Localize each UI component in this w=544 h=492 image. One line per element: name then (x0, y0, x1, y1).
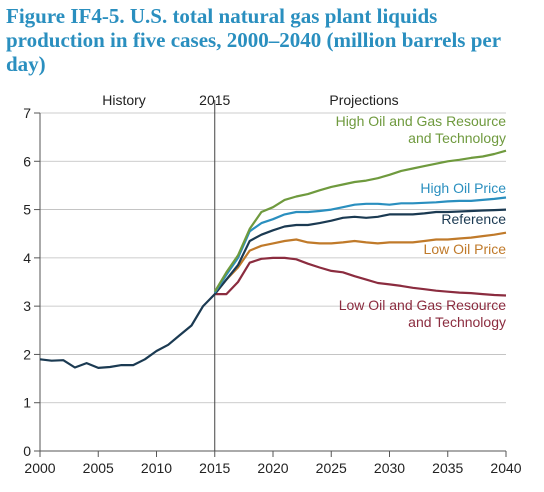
series-line-low-oil-and-gas-resource-and-technology (214, 256, 507, 297)
series-label: Low Oil Price (424, 241, 507, 257)
projections-label: Projections (329, 92, 398, 108)
y-tick-label: 5 (23, 202, 31, 218)
series-label: High Oil Price (420, 180, 506, 196)
series-label: Low Oil and Gas Resource and Technology (339, 297, 507, 330)
axes (34, 100, 507, 457)
x-tick-label: 2040 (490, 460, 521, 476)
y-tick-label: 6 (23, 153, 31, 169)
history-label: History (102, 92, 146, 108)
x-tick-label: 2000 (24, 460, 55, 476)
x-tick-label: 2010 (141, 460, 172, 476)
history-line (39, 293, 216, 369)
x-tick-label: 2015 (199, 460, 230, 476)
series-label-line: High Oil and Gas Resource (336, 113, 507, 129)
series-label-line: and Technology (408, 130, 506, 146)
series-label-line: Low Oil Price (424, 241, 507, 257)
series-line-reference (213, 208, 507, 295)
series-label-line: Low Oil and Gas Resource (339, 297, 507, 313)
chart-title: Figure IF4-5. U.S. total natural gas pla… (6, 4, 501, 76)
series-line-high-oil-and-gas-resource-and-technology (213, 149, 507, 293)
x-tick-label: 2030 (374, 460, 405, 476)
x-tick-label: 2020 (257, 460, 288, 476)
series-lines (39, 149, 507, 369)
divider-year-label: 2015 (199, 92, 230, 108)
series-label-line: High Oil Price (420, 180, 506, 196)
series-line-high-oil-price (213, 196, 507, 294)
x-tick-label: 2035 (432, 460, 463, 476)
y-tick-label: 7 (23, 105, 31, 121)
x-tick-label: 2025 (316, 460, 347, 476)
y-tick-label: 2 (23, 346, 31, 362)
x-tick-label: 2005 (83, 460, 114, 476)
y-tick-label: 4 (23, 250, 31, 266)
series-line-low-oil-price (213, 231, 507, 295)
series-label: Reference (441, 211, 506, 227)
y-tick-label: 1 (23, 395, 31, 411)
series-label-line: and Technology (408, 314, 506, 330)
section-headers: History 2015 Projections (102, 92, 398, 108)
series-label-line: Reference (441, 211, 506, 227)
series-labels: High Oil and Gas Resource and TechnologyH… (336, 113, 507, 330)
tick-labels: 0 1 2 3 4 5 6 7 2000 2005 2010 2015 2020 2025 2030 2035… (23, 105, 522, 476)
series-label: High Oil and Gas Resource and Technology (336, 113, 507, 146)
y-tick-label: 0 (23, 443, 31, 459)
y-tick-label: 3 (23, 298, 31, 314)
